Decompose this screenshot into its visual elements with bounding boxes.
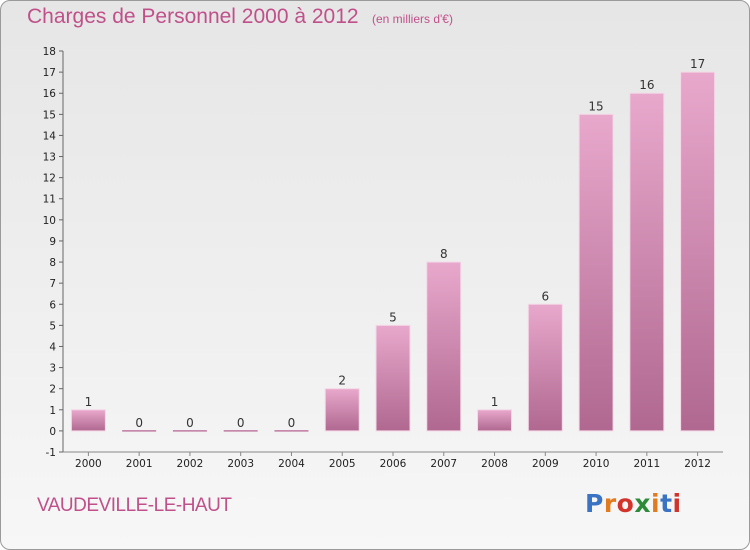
bar <box>527 303 563 432</box>
x-tick-label: 2011 <box>633 458 660 470</box>
y-tick-label: 6 <box>49 299 56 311</box>
x-tick-label: 2005 <box>329 458 356 470</box>
bar <box>629 92 665 432</box>
y-tick-label: 13 <box>43 152 56 164</box>
bar-value-label: 0 <box>288 416 296 430</box>
bar-value-label: 17 <box>690 57 705 71</box>
bar-value-label: 1 <box>491 395 499 409</box>
y-tick-label: 1 <box>49 405 56 417</box>
logo-letter: r <box>603 489 617 518</box>
x-tick-label: 2007 <box>430 458 457 470</box>
x-tick-label: 2012 <box>684 458 711 470</box>
x-tick-label: 2006 <box>380 458 407 470</box>
y-tick-label: 17 <box>43 67 56 79</box>
bar-value-label: 0 <box>237 416 245 430</box>
y-tick-label: 16 <box>43 88 57 100</box>
logo-letter: x <box>634 489 651 518</box>
bar-value-label: 1 <box>85 395 93 409</box>
y-tick-label: 15 <box>43 109 56 121</box>
x-tick-label: 2002 <box>177 458 204 470</box>
chart-title: Charges de Personnel 2000 à 2012 <box>27 5 359 28</box>
x-tick-label: 2000 <box>75 458 102 470</box>
logo-letter: t <box>660 489 673 518</box>
bar-value-label: 5 <box>389 310 397 324</box>
bar <box>426 261 462 432</box>
y-tick-label: 10 <box>43 215 56 227</box>
logo-letter: i <box>651 489 661 518</box>
bar <box>680 71 716 432</box>
bar-value-label: 0 <box>135 416 143 430</box>
bar-value-label: 0 <box>186 416 194 430</box>
y-tick-label: 9 <box>49 236 56 248</box>
x-tick-label: 2001 <box>126 458 153 470</box>
bar-value-label: 15 <box>588 99 603 113</box>
y-tick-label: 4 <box>49 341 56 353</box>
x-tick-label: 2008 <box>481 458 508 470</box>
location-name: VAUDEVILLE-LE-HAUT <box>37 495 232 516</box>
y-tick-label: 3 <box>49 363 56 375</box>
logo-letter: i <box>672 489 682 518</box>
x-tick-label: 2004 <box>278 458 305 470</box>
logo-letter: o <box>616 489 635 518</box>
x-tick-label: 2010 <box>583 458 610 470</box>
bar <box>70 409 106 432</box>
bar-value-label: 16 <box>639 78 654 92</box>
bar <box>375 324 411 432</box>
x-tick-label: 2003 <box>227 458 254 470</box>
x-tick-label: 2009 <box>532 458 559 470</box>
bar <box>477 409 513 432</box>
y-tick-label: -1 <box>46 447 56 459</box>
y-tick-label: 7 <box>49 278 56 290</box>
bar-value-label: 8 <box>440 247 448 261</box>
y-tick-label: 8 <box>49 257 56 269</box>
proxiti-logo[interactable]: Proxiti <box>585 489 682 518</box>
y-tick-label: 5 <box>49 320 56 332</box>
y-tick-label: 2 <box>49 384 56 396</box>
chart-bars <box>70 71 716 432</box>
y-tick-label: 18 <box>43 46 56 58</box>
y-tick-label: 11 <box>43 194 56 206</box>
logo-letter: P <box>585 489 604 518</box>
bar <box>324 388 360 432</box>
bar-value-label: 6 <box>541 289 549 303</box>
chart-subtitle: (en milliers d'€) <box>372 12 453 26</box>
y-tick-label: 12 <box>43 173 56 185</box>
y-tick-label: 0 <box>49 426 56 438</box>
bar-value-label: 2 <box>338 374 346 388</box>
bar <box>578 113 614 432</box>
y-tick-label: 14 <box>43 130 57 142</box>
